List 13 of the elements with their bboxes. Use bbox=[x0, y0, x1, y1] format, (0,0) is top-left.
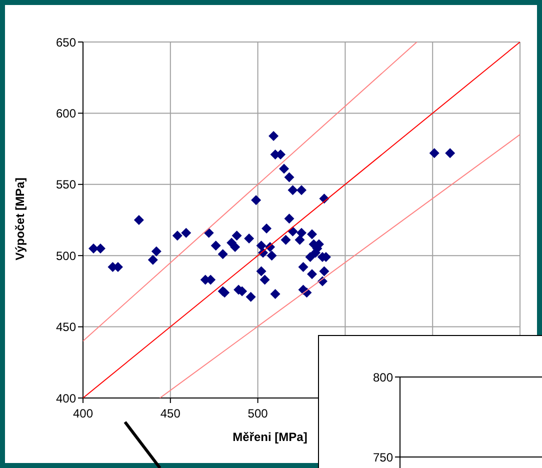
y-tick-label: 800 bbox=[372, 370, 394, 384]
y-tick-label: 600 bbox=[56, 106, 76, 120]
x-tick-label: 450 bbox=[160, 406, 181, 421]
y-tick-label: 750 bbox=[372, 450, 394, 464]
x-axis-title: Měřeni [MPa] bbox=[232, 430, 308, 444]
y-tick-label: 650 bbox=[56, 35, 76, 50]
x-tick-label: 500 bbox=[248, 406, 268, 421]
y-tick-label: 400 bbox=[56, 391, 76, 406]
x-tick-label: 400 bbox=[72, 406, 94, 421]
y-tick-label: 450 bbox=[56, 320, 76, 334]
y-axis-title: Výpočet [MPa] bbox=[13, 176, 27, 262]
y-tick-label: 550 bbox=[56, 178, 76, 192]
y-tick-label: 500 bbox=[56, 248, 76, 263]
